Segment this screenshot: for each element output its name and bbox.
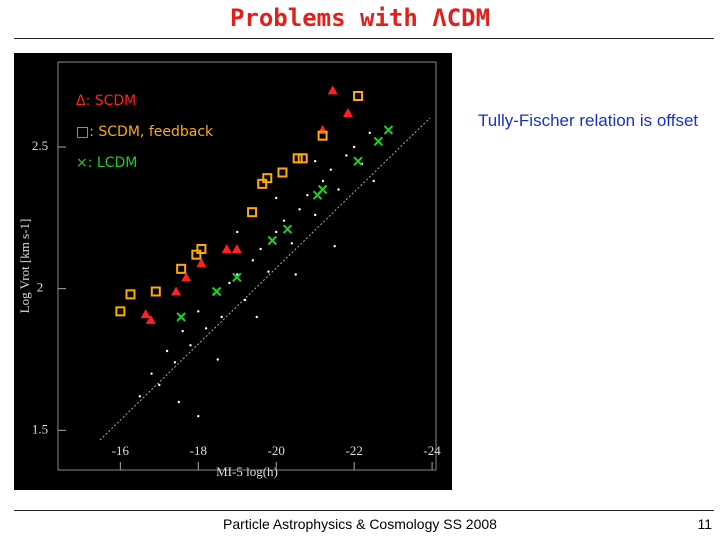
point [298, 208, 301, 211]
point [290, 242, 294, 245]
point [140, 309, 151, 319]
point [329, 168, 332, 171]
point [306, 193, 309, 197]
point [196, 244, 207, 254]
point [327, 85, 338, 95]
point [243, 298, 247, 302]
legend-entry: Δ: SCDM [76, 93, 136, 109]
point [171, 286, 182, 296]
point [176, 263, 187, 274]
y-tick-label: 2 [37, 280, 44, 295]
point [282, 219, 286, 222]
point [150, 372, 153, 375]
point [221, 244, 232, 253]
point [232, 272, 242, 283]
point [211, 286, 222, 297]
y-axis-label: Log Vrot [km s-1] [17, 219, 32, 314]
point [231, 244, 242, 253]
point [125, 289, 136, 300]
point [220, 315, 223, 319]
point [158, 383, 161, 387]
point [372, 179, 375, 183]
point [150, 286, 161, 297]
point [282, 224, 293, 234]
point [176, 312, 186, 322]
point [275, 196, 278, 200]
point [204, 327, 208, 330]
point [138, 395, 142, 398]
point [277, 167, 288, 178]
point [342, 108, 353, 117]
note: Tully-Fischer relation is offset [478, 111, 699, 130]
point [267, 235, 278, 246]
top-rule [14, 38, 714, 39]
point [292, 153, 303, 164]
x-tick-label: -24 [423, 443, 441, 458]
point [267, 270, 270, 273]
x-axis-label: MI-5 log(h) [216, 464, 278, 479]
point [145, 314, 156, 324]
point [353, 156, 363, 166]
point [337, 188, 340, 191]
bottom-rule [14, 510, 714, 511]
reference-line [99, 117, 431, 441]
slide-title: Problems with ΛCDM [229, 4, 491, 32]
point [216, 358, 219, 361]
point [181, 272, 192, 282]
plot-frame [57, 61, 437, 471]
point [197, 310, 200, 313]
point [197, 414, 200, 418]
x-tick-label: -22 [345, 443, 362, 458]
point [191, 249, 202, 260]
point [313, 159, 317, 163]
legend-entry: □: SCDM, feedback [76, 124, 214, 140]
x-tick-label: -16 [112, 443, 130, 458]
point [115, 306, 126, 317]
point [196, 258, 207, 268]
point [251, 259, 255, 262]
point [383, 125, 394, 135]
point [275, 230, 278, 234]
point [173, 361, 177, 364]
point [317, 184, 328, 195]
point [165, 349, 169, 353]
point [247, 207, 258, 218]
point [181, 329, 184, 333]
point [321, 179, 325, 183]
point [262, 173, 273, 184]
point [345, 154, 348, 157]
point [373, 136, 384, 147]
point [313, 213, 317, 217]
x-tick-label: -18 [190, 443, 207, 458]
footer: Particle Astrophysics & Cosmology SS 200… [223, 516, 497, 532]
legend-entry: ×: LCDM [76, 155, 137, 171]
y-tick-label: 2.5 [32, 138, 48, 153]
point [255, 315, 258, 319]
point [353, 91, 364, 101]
page-number: 11 [697, 516, 712, 532]
point [368, 131, 371, 135]
plot-background [14, 53, 452, 490]
point [317, 130, 328, 141]
point [294, 273, 297, 276]
point [333, 244, 336, 248]
y-tick-label: 1.5 [32, 421, 48, 436]
point [177, 400, 181, 404]
chart: MI-5 log(h) Log Vrot [km s-1] -16 -18 -20 -… [14, 53, 452, 490]
x-tick-label: -20 [268, 443, 285, 458]
point [297, 153, 308, 164]
point [257, 178, 268, 189]
point [228, 281, 231, 285]
point [259, 247, 262, 251]
point [236, 230, 239, 234]
point [189, 344, 192, 347]
point [352, 145, 356, 149]
